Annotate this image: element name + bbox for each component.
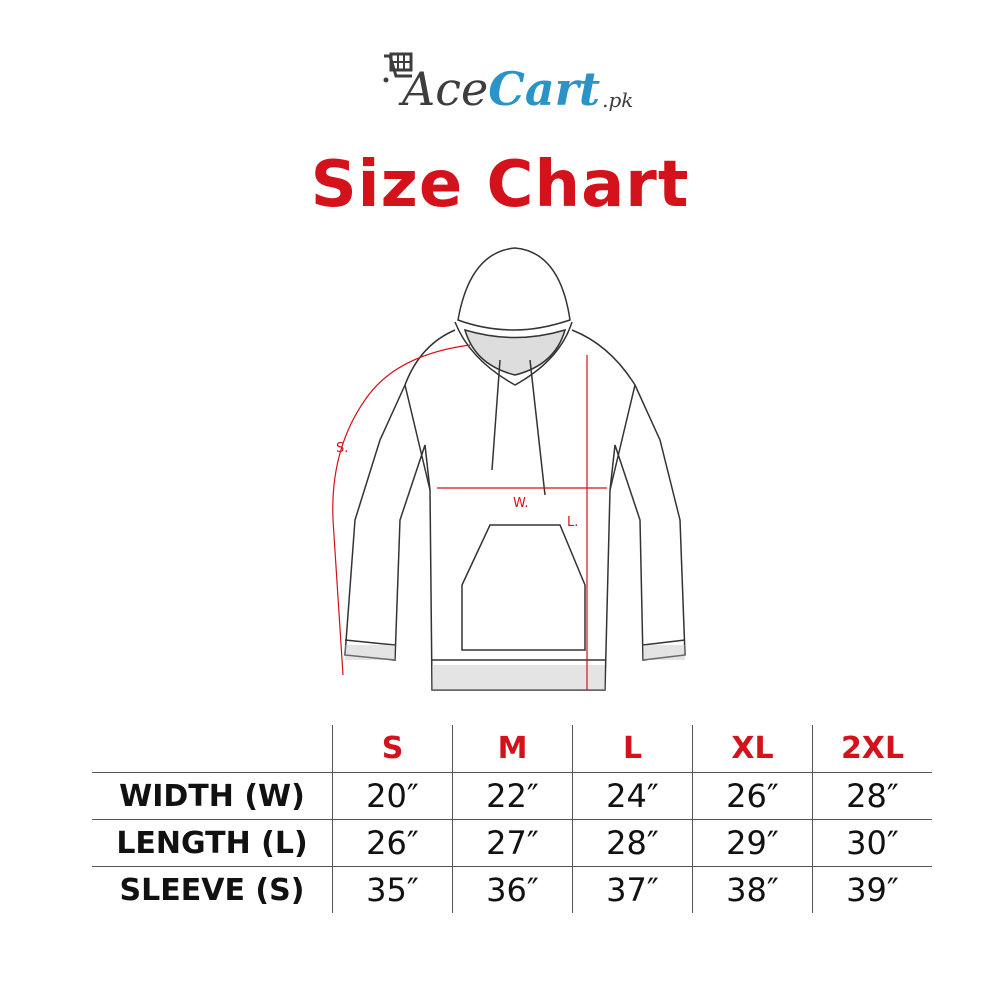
- hoodie-diagram: S. W. L.: [332, 247, 686, 691]
- table-cell: 26″: [332, 820, 452, 866]
- logo-cart: Cart: [488, 62, 601, 116]
- size-header: XL: [692, 725, 812, 772]
- size-header: L: [572, 725, 692, 772]
- table-cell: 27″: [452, 820, 572, 866]
- table-cell: 36″: [452, 867, 572, 913]
- table-cell: 22″: [452, 773, 572, 819]
- table-cell: 28″: [812, 773, 932, 819]
- width-label: W.: [513, 496, 529, 511]
- table-cell: 38″: [692, 867, 812, 913]
- table-row: WIDTH (W) 20″ 22″ 24″ 26″ 28″: [92, 772, 932, 819]
- table-cell: 26″: [692, 773, 812, 819]
- length-label: L.: [567, 515, 578, 530]
- size-table: S M L XL 2XL WIDTH (W) 20″ 22″ 24″ 26″ 2…: [92, 725, 932, 913]
- logo-ace: Ace: [402, 62, 489, 116]
- table-cell: 20″: [332, 773, 452, 819]
- table-cell: 39″: [812, 867, 932, 913]
- shopping-cart-icon: [383, 52, 413, 83]
- table-cell: 37″: [572, 867, 692, 913]
- row-label: SLEEVE (S): [119, 872, 305, 908]
- size-header: M: [452, 725, 572, 772]
- page-title: Size Chart: [310, 148, 690, 222]
- table-cell: 24″: [572, 773, 692, 819]
- table-cell: 35″: [332, 867, 452, 913]
- size-header: S: [332, 725, 452, 772]
- row-label: LENGTH (L): [116, 825, 308, 861]
- size-header: 2XL: [812, 725, 932, 772]
- sleeve-label: S.: [336, 441, 348, 456]
- row-label: WIDTH (W): [119, 778, 305, 814]
- logo: Ace Cart .pk: [380, 48, 633, 112]
- table-row: SLEEVE (S) 35″ 36″ 37″ 38″ 39″: [92, 866, 932, 913]
- table-cell: 29″: [692, 820, 812, 866]
- table-cell: 28″: [572, 820, 692, 866]
- sleeve-measure-line: [332, 344, 471, 676]
- table-cell: 30″: [812, 820, 932, 866]
- logo-suffix: .pk: [602, 88, 634, 112]
- size-header-row: S M L XL 2XL: [92, 725, 932, 772]
- table-row: LENGTH (L) 26″ 27″ 28″ 29″ 30″: [92, 819, 932, 866]
